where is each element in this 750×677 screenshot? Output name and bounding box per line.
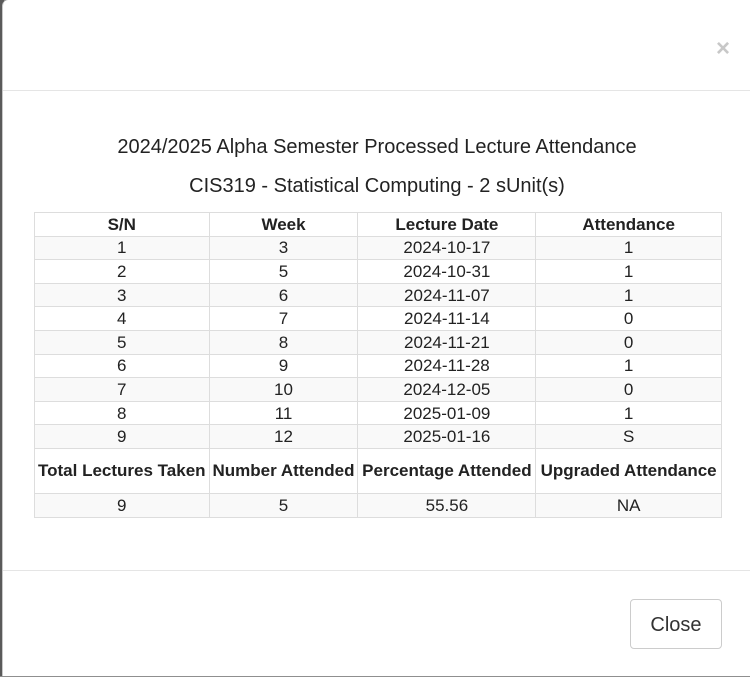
cell-lecture-date: 2025-01-16 — [357, 424, 537, 449]
cell-attendance: 1 — [535, 235, 722, 261]
cell-week: 9 — [208, 353, 359, 379]
attendance-title: 2024/2025 Alpha Semester Processed Lectu… — [117, 136, 637, 158]
header-attendance: Attendance — [535, 212, 722, 237]
header-number-attended: Number Attended — [208, 447, 359, 494]
header-week: Week — [208, 212, 359, 237]
modal-footer: Close — [3, 570, 750, 677]
cell-attendance: 1 — [535, 400, 722, 426]
modal-body: 2024/2025 Alpha Semester Processed Lectu… — [3, 91, 750, 569]
table-row: 8 11 2025-01-09 1 — [34, 400, 722, 426]
cell-week: 8 — [208, 329, 359, 355]
header-lecture-date: Lecture Date — [357, 212, 537, 237]
table-header-row: S/N Week Lecture Date Attendance — [34, 212, 722, 237]
cell-week: 11 — [208, 400, 359, 426]
cell-sn: 3 — [34, 282, 210, 308]
cell-lecture-date: 2024-11-07 — [357, 282, 537, 308]
cell-lecture-date: 2024-10-17 — [357, 235, 537, 261]
cell-week: 12 — [208, 424, 359, 449]
header-percentage-attended: Percentage Attended — [357, 447, 537, 494]
cell-lecture-date: 2024-12-05 — [357, 377, 537, 402]
modal-header: × — [3, 0, 750, 91]
upgraded-attendance-value: NA — [535, 492, 722, 518]
cell-sn: 4 — [34, 306, 210, 331]
cell-sn: 5 — [34, 329, 210, 355]
header-total-lectures: Total Lectures Taken — [34, 447, 210, 494]
table-row: 3 6 2024-11-07 1 — [34, 282, 722, 308]
cell-sn: 1 — [34, 235, 210, 261]
cell-lecture-date: 2024-10-31 — [357, 259, 537, 284]
cell-week: 7 — [208, 306, 359, 331]
table-row: 4 7 2024-11-14 0 — [34, 306, 722, 331]
percentage-attended-value: 55.56 — [357, 492, 537, 518]
summary-header-row: Total Lectures Taken Number Attended Per… — [34, 447, 722, 494]
cell-sn: 6 — [34, 353, 210, 379]
cell-week: 5 — [208, 259, 359, 284]
cell-attendance: 1 — [535, 353, 722, 379]
cell-week: 10 — [208, 377, 359, 402]
cell-attendance: 0 — [535, 329, 722, 355]
cell-attendance: 1 — [535, 259, 722, 284]
attendance-table: S/N Week Lecture Date Attendance 1 3 202… — [34, 212, 722, 518]
close-button[interactable]: Close — [630, 599, 722, 649]
cell-sn: 2 — [34, 259, 210, 284]
cell-attendance: 1 — [535, 282, 722, 308]
table-row: 1 3 2024-10-17 1 — [34, 235, 722, 261]
table-row: 2 5 2024-10-31 1 — [34, 259, 722, 284]
cell-week: 3 — [208, 235, 359, 261]
cell-lecture-date: 2024-11-28 — [357, 353, 537, 379]
table-row: 6 9 2024-11-28 1 — [34, 353, 722, 379]
table-row: 7 10 2024-12-05 0 — [34, 377, 722, 402]
course-subtitle: CIS319 - Statistical Computing - 2 sUnit… — [189, 175, 565, 197]
cell-lecture-date: 2024-11-21 — [357, 329, 537, 355]
total-lectures-value: 9 — [34, 492, 210, 518]
cell-attendance: 0 — [535, 306, 722, 331]
cell-sn: 9 — [34, 424, 210, 449]
table-row: 5 8 2024-11-21 0 — [34, 329, 722, 355]
cell-sn: 7 — [34, 377, 210, 402]
cell-sn: 8 — [34, 400, 210, 426]
cell-week: 6 — [208, 282, 359, 308]
summary-row: 9 5 55.56 NA — [34, 492, 722, 518]
cell-lecture-date: 2025-01-09 — [357, 400, 537, 426]
cell-attendance: S — [535, 424, 722, 449]
number-attended-value: 5 — [208, 492, 359, 518]
cell-attendance: 0 — [535, 377, 722, 402]
cell-lecture-date: 2024-11-14 — [357, 306, 537, 331]
header-upgraded-attendance: Upgraded Attendance — [535, 447, 722, 494]
header-sn: S/N — [34, 212, 210, 237]
table-row: 9 12 2025-01-16 S — [34, 424, 722, 449]
close-icon[interactable]: × — [715, 35, 730, 62]
